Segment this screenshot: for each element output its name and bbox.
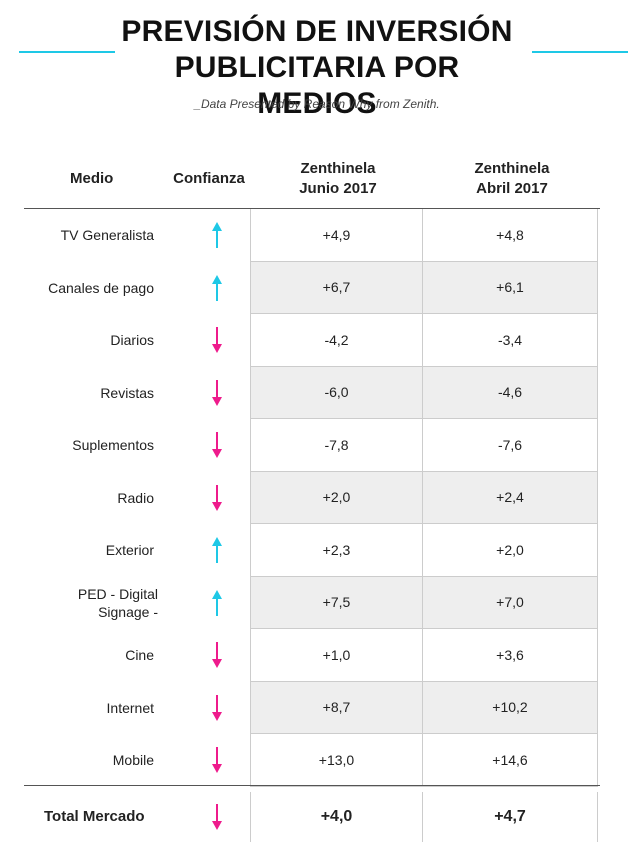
row-trend-cell <box>184 524 250 577</box>
row-abril-value: +6,1 <box>422 261 598 314</box>
table-row: Exterior +2,3 +2,0 <box>24 524 600 577</box>
row-medio-label: Suplementos <box>72 437 154 454</box>
table-row: PED - Digital Signage - +7,5 +7,0 <box>24 576 600 630</box>
arrow-down-icon <box>212 747 222 774</box>
row-medio-label: Radio <box>117 489 154 506</box>
row-junio-value: +8,7 <box>250 681 422 734</box>
row-junio-value: -4,2 <box>250 314 422 367</box>
row-medio-label: TV Generalista <box>60 227 154 244</box>
row-medio-label: Internet <box>106 699 154 716</box>
total-junio-value: +4,0 <box>250 792 422 842</box>
page-title-line-2: PUBLICITARIA POR MEDIOS <box>174 51 460 120</box>
row-medio-label: Diarios <box>110 332 154 349</box>
arrow-down-icon <box>212 804 222 830</box>
column-header-junio: Zenthinela Junio 2017 <box>252 150 424 208</box>
row-junio-value: +6,7 <box>250 261 422 314</box>
row-junio-value: -7,8 <box>250 419 422 472</box>
decorative-line-right <box>532 51 628 53</box>
arrow-down-icon <box>212 432 222 459</box>
row-medio-label: Exterior <box>105 542 154 559</box>
row-abril-value: +10,2 <box>422 681 598 734</box>
column-header-junio-line-1: Zenthinela <box>300 160 376 177</box>
row-abril-value: -3,4 <box>422 314 598 367</box>
arrow-down-icon <box>212 379 222 406</box>
row-medio-label: Canales de pago <box>48 279 154 296</box>
column-header-abril-line-2: Abril 2017 <box>476 180 548 197</box>
row-medio-label: PED - Digital Signage - <box>77 585 158 620</box>
total-row: Total Mercado +4,0 +4,7 <box>24 792 600 842</box>
row-abril-value: +2,4 <box>422 471 598 524</box>
table-row: Mobile +13,0 +14,6 <box>24 734 600 787</box>
total-divider <box>24 785 600 786</box>
row-trend-cell <box>184 262 250 315</box>
total-abril-value: +4,7 <box>422 792 598 842</box>
table-row: Cine +1,0 +3,6 <box>24 629 600 682</box>
arrow-down-icon <box>212 484 222 511</box>
row-junio-value: +7,5 <box>250 576 422 629</box>
row-abril-value: +2,0 <box>422 524 598 577</box>
table-row: Radio +2,0 +2,4 <box>24 471 600 525</box>
row-junio-value: +1,0 <box>250 629 422 682</box>
arrow-up-icon <box>212 589 222 616</box>
row-trend-cell <box>184 629 250 682</box>
column-header-abril: Zenthinela Abril 2017 <box>424 150 600 208</box>
total-label: Total Mercado <box>44 808 145 825</box>
row-abril-value: -7,6 <box>422 419 598 472</box>
table-row: Internet +8,7 +10,2 <box>24 681 600 735</box>
arrow-down-icon <box>212 327 222 354</box>
row-abril-value: -4,6 <box>422 366 598 419</box>
row-trend-cell <box>184 734 250 787</box>
page-title: PREVISIÓN DE INVERSIÓN PUBLICITARIA POR … <box>120 14 514 122</box>
column-header-junio-line-2: Junio 2017 <box>299 180 377 197</box>
row-abril-value: +7,0 <box>422 576 598 629</box>
row-junio-value: -6,0 <box>250 366 422 419</box>
table-body: TV Generalista +4,9 +4,8 Canales de pago +6,… <box>24 208 600 787</box>
arrow-up-icon <box>212 537 222 564</box>
column-header-medio: Medio <box>70 170 114 187</box>
table-header-row: Medio Confianza Zenthinela Junio 2017 Ze… <box>24 150 600 208</box>
row-trend-cell <box>184 419 250 472</box>
row-abril-value: +4,8 <box>422 209 598 262</box>
title-block: PREVISIÓN DE INVERSIÓN PUBLICITARIA POR … <box>0 14 634 120</box>
arrow-up-icon <box>212 274 222 301</box>
row-trend-cell <box>184 577 250 630</box>
total-trend-cell <box>184 792 250 842</box>
row-junio-value: +2,0 <box>250 471 422 524</box>
table-row: Suplementos -7,8 -7,6 <box>24 419 600 472</box>
decorative-line-left <box>19 51 115 53</box>
row-trend-cell <box>184 209 250 262</box>
row-medio-label: Mobile <box>112 752 154 769</box>
table-row: Revistas -6,0 -4,6 <box>24 366 600 420</box>
table-row: Canales de pago +6,7 +6,1 <box>24 261 600 315</box>
forecast-table: Medio Confianza Zenthinela Junio 2017 Ze… <box>24 150 600 787</box>
row-junio-value: +13,0 <box>250 734 422 787</box>
row-abril-value: +3,6 <box>422 629 598 682</box>
row-abril-value: +14,6 <box>422 734 598 787</box>
table-row: Diarios -4,2 -3,4 <box>24 314 600 367</box>
page-title-line-1: PREVISIÓN DE INVERSIÓN <box>121 15 513 48</box>
row-junio-value: +4,9 <box>250 209 422 262</box>
row-junio-value: +2,3 <box>250 524 422 577</box>
row-trend-cell <box>184 682 250 735</box>
row-trend-cell <box>184 314 250 367</box>
column-header-confianza: Confianza <box>173 170 245 187</box>
arrow-up-icon <box>212 222 222 249</box>
row-medio-label: Revistas <box>100 384 154 401</box>
page-subtitle: _Data Presented by Reason Why from Zenit… <box>194 97 440 111</box>
arrow-down-icon <box>212 694 222 721</box>
arrow-down-icon <box>212 642 222 669</box>
column-header-abril-line-1: Zenthinela <box>474 160 550 177</box>
table-row: TV Generalista +4,9 +4,8 <box>24 209 600 262</box>
row-medio-label: Cine <box>125 647 154 664</box>
row-trend-cell <box>184 472 250 525</box>
row-trend-cell <box>184 367 250 420</box>
